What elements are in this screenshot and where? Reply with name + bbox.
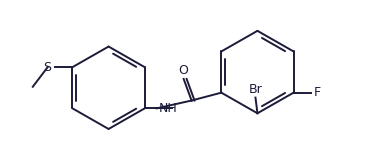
Text: F: F xyxy=(313,86,320,99)
Text: Br: Br xyxy=(249,83,262,96)
Text: O: O xyxy=(179,64,189,77)
Text: S: S xyxy=(43,61,51,74)
Text: NH: NH xyxy=(159,102,177,115)
